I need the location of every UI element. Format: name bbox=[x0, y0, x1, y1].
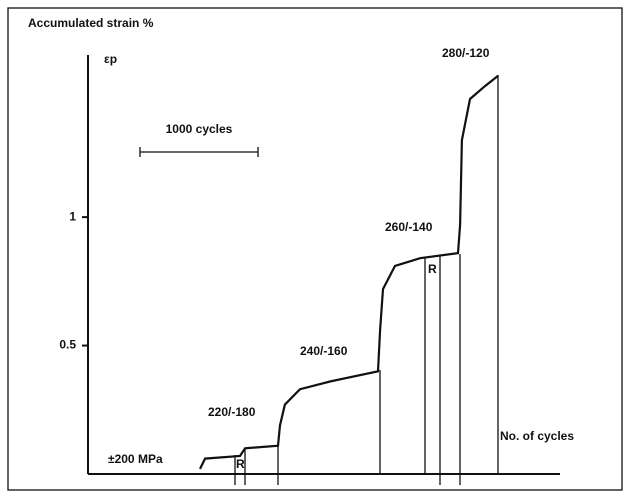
annotation: R bbox=[428, 262, 437, 276]
x-axis-label: No. of cycles bbox=[500, 429, 574, 443]
frame bbox=[7, 7, 623, 491]
scale-bar-label: 1000 cycles bbox=[166, 122, 233, 136]
y-tick-label: 0.5 bbox=[59, 338, 76, 352]
annotation: 240/-160 bbox=[300, 344, 348, 358]
y-tick-label: 1 bbox=[69, 209, 76, 223]
strain-curve bbox=[199, 74, 499, 470]
annotation: 280/-120 bbox=[442, 46, 490, 60]
annotation: 260/-140 bbox=[385, 220, 433, 234]
y-axis-label: εp bbox=[104, 52, 117, 66]
chart-title: Accumulated strain % bbox=[28, 16, 154, 30]
annotation: 220/-180 bbox=[208, 405, 256, 419]
block-boundaries bbox=[234, 75, 499, 485]
annotation: ±200 MPa bbox=[108, 452, 163, 466]
annotation: R bbox=[236, 457, 245, 471]
